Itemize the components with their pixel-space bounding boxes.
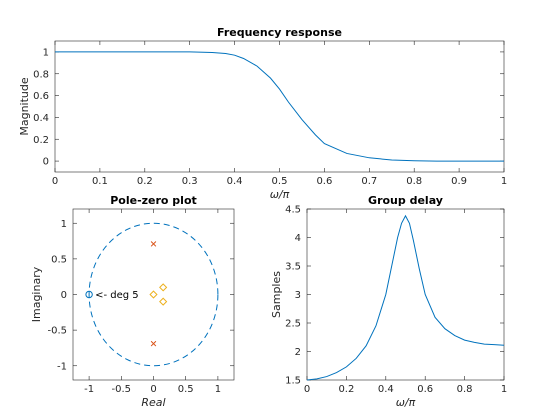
y-tick-label: 1 — [43, 47, 49, 58]
pole-zero-axes: -1 -0.5 0 0.5 1 -1 -0.5 0 0.5 1 Pole-zero plot Real… — [30, 194, 235, 409]
x-tick-label: 0.8 — [457, 384, 473, 395]
y-tick-label: 2 — [295, 347, 301, 358]
y-tick-label: 3 — [295, 290, 301, 301]
x-tick-label: 0.7 — [361, 176, 377, 187]
x-tick-label: 1 — [215, 384, 221, 395]
x-tick-label: 1 — [501, 176, 507, 187]
x-tick-label: 0 — [304, 384, 310, 395]
y-tick-label: 0.4 — [33, 113, 49, 124]
x-axis-label: ω/π — [396, 396, 416, 409]
x-tick-label: 0 — [150, 384, 156, 395]
x-tick-label: 0.6 — [316, 176, 332, 187]
x-tick-label: 0.3 — [182, 176, 198, 187]
x-tick-label: -0.5 — [112, 384, 132, 395]
y-tick-label: 0.2 — [33, 135, 49, 146]
x-tick-label: 0.5 — [178, 384, 194, 395]
y-tick-label: 2.5 — [285, 319, 301, 330]
x-tick-label: 0.2 — [338, 384, 354, 395]
zero-multiplicity-label: <- deg 5 — [95, 290, 139, 301]
x-tick-label: 0.4 — [227, 176, 243, 187]
y-tick-label: 4.5 — [285, 205, 301, 216]
y-axis-label: Samples — [270, 271, 283, 318]
y-tick-label: 0.6 — [33, 91, 49, 102]
y-axis-label: Imaginary — [30, 266, 43, 322]
zero-marker — [85, 290, 93, 299]
magnitude-line — [55, 51, 504, 162]
x-tick-label: 0 — [52, 176, 58, 187]
x-tick-label: 0.4 — [378, 384, 394, 395]
group-delay-axes: 0 0.2 0.4 0.6 0.8 1 1.5 2 2.5 3 3.5 4 4.5 Group delay… — [270, 194, 507, 409]
x-axis-label: ω/π — [270, 188, 290, 201]
zero-marker — [159, 297, 168, 306]
y-tick-label: 0.5 — [51, 254, 67, 265]
x-tick-label: 0.5 — [272, 176, 288, 187]
y-tick-label: -0.5 — [47, 326, 67, 337]
x-tick-label: 0.9 — [451, 176, 467, 187]
chart-title: Pole-zero plot — [110, 194, 197, 207]
zero-marker — [159, 283, 168, 292]
y-tick-label: 0 — [43, 157, 49, 168]
y-tick-label: -1 — [57, 361, 67, 372]
x-tick-label: 0.8 — [406, 176, 422, 187]
x-tick-label: 1 — [501, 384, 507, 395]
y-axis-label: Magnitude — [18, 77, 31, 136]
y-tick-label: 0 — [61, 290, 67, 301]
x-tick-label: 0.2 — [137, 176, 153, 187]
unit-circle — [88, 222, 219, 367]
y-tick-label: 4 — [295, 233, 301, 244]
x-tick-label: -1 — [84, 384, 94, 395]
x-tick-label: 0.6 — [417, 384, 433, 395]
pole-marker — [150, 340, 157, 347]
zero-marker — [149, 290, 158, 299]
y-tick-label: 0.8 — [33, 69, 49, 80]
x-tick-label: 0.1 — [92, 176, 108, 187]
chart-title: Group delay — [368, 194, 443, 207]
x-axis-label: Real — [141, 396, 165, 409]
chart-title: Frequency response — [217, 26, 342, 39]
frequency-response-axes: 0 0.1 0.2 0.3 0.4 0.5 0.6 0.7 0.8 0.9 1 0 0.2 0.4 0.6 0… — [18, 26, 507, 201]
group-delay-line — [306, 214, 505, 381]
y-tick-label: 1.5 — [285, 376, 301, 387]
y-tick-label: 1 — [61, 219, 67, 230]
pole-marker — [150, 241, 157, 247]
y-tick-label: 3.5 — [285, 262, 301, 273]
